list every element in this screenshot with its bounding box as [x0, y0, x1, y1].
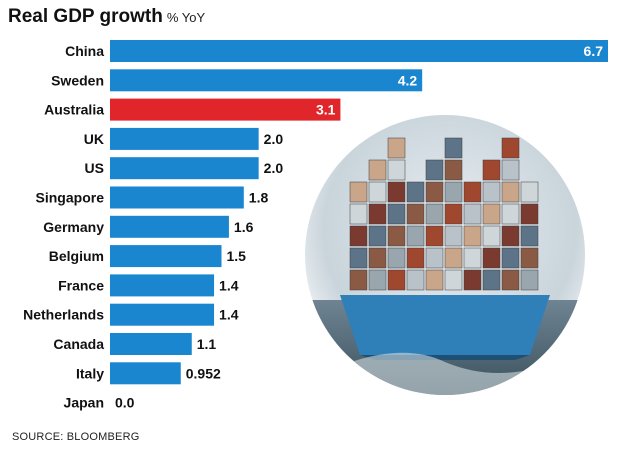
- value-label: 3.1: [316, 102, 336, 118]
- category-label: Japan: [64, 395, 104, 411]
- bar-us: [110, 157, 259, 180]
- value-label: 6.7: [584, 43, 604, 59]
- source-note: SOURCE: BLOOMBERG: [12, 431, 140, 443]
- bar-canada: [110, 333, 192, 355]
- category-label: Australia: [44, 102, 104, 118]
- category-label: China: [65, 43, 104, 59]
- chart-title: Real GDP growth: [8, 6, 163, 27]
- value-label: 4.2: [398, 72, 418, 88]
- value-label: 1.4: [219, 307, 239, 323]
- bar-singapore: [110, 186, 244, 209]
- category-label: US: [85, 160, 104, 176]
- bar-belgium: [110, 245, 222, 268]
- category-label: Sweden: [51, 72, 104, 88]
- bar-china: [110, 40, 608, 62]
- bar-australia: [110, 98, 341, 121]
- category-label: France: [58, 277, 104, 293]
- value-label: 1.4: [219, 277, 239, 293]
- value-label: 2.0: [264, 131, 284, 147]
- category-label: Belgium: [49, 248, 104, 264]
- chart-subtitle: % YoY: [166, 10, 206, 25]
- bars-group: China 6.7 Sweden 4.2 Australia 3.1 UK 2.0 US 2.0 S…: [23, 40, 608, 411]
- category-label: Singapore: [36, 190, 105, 206]
- value-label: 1.5: [226, 248, 246, 264]
- category-label: Germany: [43, 219, 104, 235]
- category-label: UK: [84, 131, 104, 147]
- category-label: Netherlands: [23, 307, 104, 323]
- value-label: 1.6: [234, 219, 254, 235]
- value-label: 0.952: [186, 365, 221, 381]
- value-label: 1.1: [197, 336, 217, 352]
- chart-title-block: Real GDP growth% YoY: [8, 6, 205, 28]
- bar-uk: [110, 127, 259, 150]
- category-label: Italy: [76, 365, 104, 381]
- category-label: Canada: [53, 336, 104, 352]
- value-label: 2.0: [264, 160, 284, 176]
- bar-germany: [110, 215, 229, 238]
- bar-netherlands: [110, 303, 215, 326]
- container-ship-photo: [305, 115, 585, 395]
- value-label: 0.0: [115, 395, 135, 411]
- value-label: 1.8: [249, 190, 269, 206]
- bar-italy: [110, 362, 181, 385]
- bar-sweden: [110, 69, 423, 92]
- bar-france: [110, 274, 215, 297]
